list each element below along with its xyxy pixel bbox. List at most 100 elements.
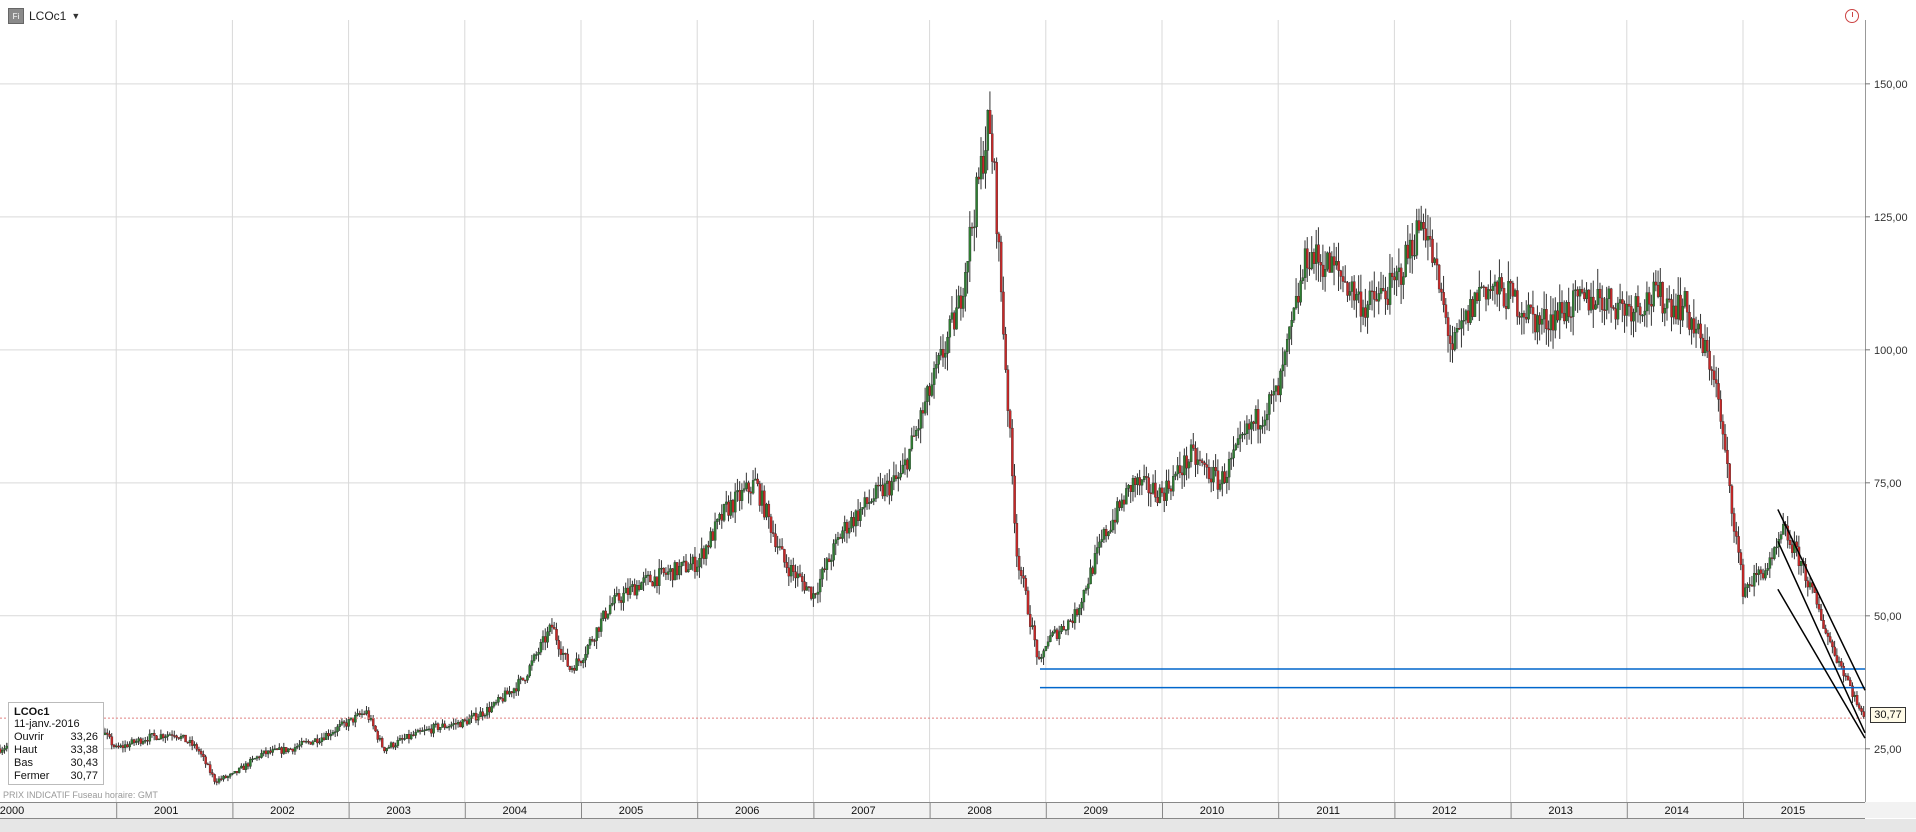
candle-body: [908, 448, 911, 470]
candle-body: [1726, 449, 1729, 464]
x-tick-label: 2015: [1781, 805, 1805, 817]
candle-body: [1491, 285, 1495, 291]
candle-body: [1172, 476, 1175, 492]
candle-body: [1274, 385, 1278, 392]
candle-body: [1788, 540, 1792, 545]
candle-body: [387, 746, 391, 749]
candle-body: [188, 740, 192, 743]
candle-body: [430, 728, 433, 734]
candle-body: [1444, 304, 1448, 318]
candle-body: [1212, 467, 1215, 483]
candle-body: [1281, 364, 1285, 372]
candle-body: [1639, 306, 1642, 316]
candle-body: [454, 723, 458, 725]
candle-body: [1332, 256, 1336, 266]
candle-body: [1165, 480, 1168, 501]
chevron-down-icon[interactable]: ▼: [71, 11, 81, 21]
candle-body: [716, 518, 719, 522]
candle-body: [881, 484, 885, 497]
chart-title-bar[interactable]: Fi LCOc1 ▼: [8, 8, 80, 24]
candle-body: [1259, 425, 1262, 430]
candle-body: [1504, 306, 1508, 309]
candle-body: [798, 573, 802, 577]
candle-body: [1102, 529, 1106, 540]
candle-body: [1176, 465, 1179, 475]
candle-body: [722, 504, 726, 521]
candle-body: [1706, 340, 1709, 352]
candle-body: [202, 754, 205, 757]
candle-body: [103, 732, 107, 736]
candle-body: [1560, 302, 1564, 314]
candle-body: [1625, 303, 1629, 316]
candle-body: [932, 368, 936, 385]
candle-body: [244, 763, 248, 770]
candle-body: [1008, 410, 1012, 429]
candle-body: [622, 592, 625, 603]
candle-body: [1540, 318, 1544, 325]
candle-body: [1169, 488, 1173, 492]
x-tick-label: 2000: [0, 805, 24, 817]
candle-body: [970, 226, 974, 229]
candle-body: [284, 747, 288, 753]
candle-body: [385, 748, 388, 752]
candle-body: [316, 738, 319, 744]
candle-body: [669, 568, 672, 572]
candle-body: [651, 581, 654, 587]
candle-body: [1455, 328, 1459, 333]
candle-body: [1364, 307, 1367, 318]
candle-body: [923, 401, 927, 414]
candle-body: [926, 386, 929, 402]
candle-body: [365, 710, 368, 714]
candle-body: [1408, 239, 1412, 259]
clock-icon[interactable]: [1845, 9, 1859, 23]
candle-body: [1069, 620, 1072, 622]
candle-body: [1831, 641, 1834, 648]
candle-body: [1138, 477, 1141, 486]
candle-body: [273, 748, 277, 750]
candle-body: [1647, 292, 1651, 305]
candle-body: [144, 740, 147, 742]
candle-body: [1516, 290, 1519, 317]
candle-body: [1728, 463, 1731, 487]
y-tick-label: 100,00: [1874, 345, 1908, 357]
candle-body: [1399, 267, 1403, 285]
candle-body: [1071, 620, 1074, 624]
candle-body: [1732, 513, 1736, 532]
candle-body: [1592, 296, 1595, 310]
candle-body: [689, 563, 692, 570]
candle-body: [1279, 370, 1282, 396]
candle-body: [439, 727, 442, 730]
candle-body: [1391, 272, 1394, 277]
candle-body: [1690, 318, 1693, 330]
candle-body: [1824, 628, 1828, 634]
candle-body: [325, 733, 328, 740]
x-tick-label: 2010: [1200, 805, 1224, 817]
candle-body: [975, 176, 978, 228]
candle-body: [394, 745, 397, 748]
x-tick-label: 2007: [851, 805, 875, 817]
trend-line: [1777, 541, 1866, 734]
candle-body: [1384, 290, 1387, 300]
chart-symbol[interactable]: LCOc1: [29, 9, 67, 23]
candle-body: [1355, 294, 1358, 301]
candle-body: [680, 562, 683, 567]
candle-body: [796, 573, 800, 579]
x-tick-label: 2011: [1316, 805, 1340, 817]
candle-body: [604, 610, 607, 619]
candle-body: [1840, 661, 1843, 667]
candle-body: [1250, 421, 1253, 430]
candle-body: [734, 491, 737, 513]
candle-body: [856, 510, 860, 521]
candle-body: [584, 654, 587, 661]
candle-body: [950, 312, 954, 320]
candle-body: [794, 571, 797, 579]
candle-body: [302, 741, 306, 743]
candle-body: [479, 711, 482, 718]
candle-body: [289, 748, 292, 750]
candle-body: [1460, 320, 1463, 329]
candle-body: [964, 272, 967, 297]
candle-body: [1022, 575, 1025, 579]
candle-body: [906, 459, 909, 470]
